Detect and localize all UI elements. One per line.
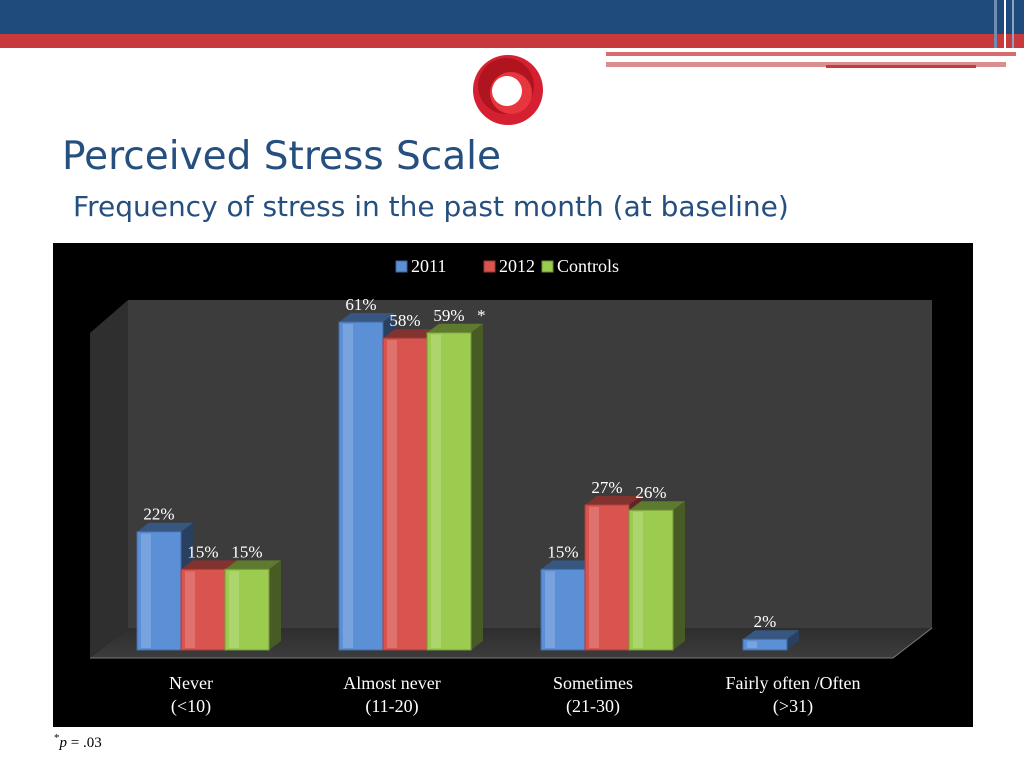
legend-swatch-2012 <box>483 260 496 273</box>
x-tick-label-2: Sometimes <box>553 673 633 693</box>
header-red-line <box>606 52 1016 56</box>
bar-side-Controls-2 <box>673 501 685 650</box>
bar-2012-2 <box>584 504 630 651</box>
bar-highlight-2012-1 <box>387 340 397 648</box>
chart-floor <box>90 628 932 658</box>
header-divider-1 <box>994 0 997 48</box>
legend-label-2011: 2011 <box>411 256 446 276</box>
bar-highlight-Controls-0 <box>229 571 239 648</box>
bar-chart: 22% 61% 15% 2% 15% 58% 27% 15% 59% 26% * 2011 2012 C… <box>90 256 933 717</box>
x-axis-labels: Never (<10) Almost never (11-20) Sometimes (2… <box>169 673 860 717</box>
chart-floor-right-edge <box>892 627 933 659</box>
bar-Controls-2 <box>628 509 674 651</box>
annotation-0: * <box>477 306 486 325</box>
x-tick-sublabel-1: (11-20) <box>365 696 418 717</box>
bar-top-2011-0 <box>137 522 193 532</box>
bar-2011-3 <box>742 638 788 651</box>
chart-side-wall <box>90 300 128 658</box>
bar-side-2011-3 <box>787 630 799 650</box>
header-red-line-2 <box>606 62 1006 67</box>
footnote-symbol: * <box>54 732 60 744</box>
chart-back-wall <box>128 300 932 628</box>
data-label-2012-1: 58% <box>389 311 420 330</box>
data-label-2011-3: 2% <box>754 612 777 631</box>
bar-Controls-1 <box>426 332 472 651</box>
bar-top-2012-1 <box>383 329 439 339</box>
bar-side-Controls-1 <box>471 323 483 650</box>
bar-highlight-Controls-1 <box>431 334 441 648</box>
data-label-2012-0: 15% <box>187 542 218 561</box>
bar-2012-1 <box>382 337 428 651</box>
bar-top-Controls-2 <box>629 501 685 511</box>
x-tick-sublabel-0: (<10) <box>171 696 211 717</box>
bar-Controls-0 <box>224 568 270 651</box>
data-label-2011-1: 61% <box>345 295 376 314</box>
footnote-p: p <box>59 735 68 751</box>
bar-top-2011-3 <box>743 630 799 640</box>
bar-highlight-2012-2 <box>589 506 599 648</box>
page-subtitle: Frequency of stress in the past month (a… <box>73 190 789 223</box>
bar-side-Controls-0 <box>269 560 281 650</box>
legend: 2011 2012 Controls <box>395 256 619 276</box>
bar-highlight-2011-0 <box>141 533 151 648</box>
legend-swatch-2011 <box>395 260 408 273</box>
page-title: Perceived Stress Scale <box>62 134 501 179</box>
logo-icon <box>473 55 543 125</box>
data-label-Controls-1: 59% <box>433 306 464 325</box>
x-tick-label-1: Almost never <box>343 673 440 693</box>
header-blue-bar <box>0 0 1024 34</box>
x-tick-sublabel-3: (>31) <box>773 696 813 717</box>
bar-2012-0 <box>180 568 226 651</box>
bar-highlight-2011-1 <box>343 324 353 648</box>
bar-highlight-2011-2 <box>545 571 555 648</box>
bar-highlight-2011-3 <box>747 641 757 648</box>
bar-highlight-2012-0 <box>185 571 195 648</box>
bar-2011-2 <box>540 568 586 651</box>
footnote: *p = .03 <box>54 732 102 752</box>
bar-top-2011-2 <box>541 560 597 570</box>
x-tick-label-3: Fairly often /Often <box>726 673 861 693</box>
bars-group: 22% 61% 15% 2% 15% 58% 27% 15% 59% 26% * <box>136 295 799 651</box>
bar-top-2011-1 <box>339 313 395 322</box>
data-label-2011-2: 15% <box>547 542 578 561</box>
bar-2011-0 <box>136 531 182 651</box>
legend-swatch-Controls <box>541 260 554 273</box>
bar-top-Controls-1 <box>427 323 483 333</box>
data-label-Controls-0: 15% <box>231 542 262 561</box>
legend-label-2012: 2012 <box>499 256 535 276</box>
header-band <box>0 0 1024 68</box>
x-tick-sublabel-2: (21-30) <box>566 696 620 717</box>
header-divider-3 <box>1012 0 1014 48</box>
bar-highlight-Controls-2 <box>633 512 643 648</box>
bar-top-Controls-0 <box>225 560 281 570</box>
data-label-2012-2: 27% <box>591 478 622 497</box>
chart-container: 22% 61% 15% 2% 15% 58% 27% 15% 59% 26% * 2011 2012 C… <box>53 243 973 727</box>
footnote-text: = .03 <box>67 735 102 751</box>
x-tick-label-0: Never <box>169 673 213 693</box>
header-red-bar <box>0 34 1024 48</box>
header-divider-2 <box>1004 0 1006 48</box>
bar-top-2012-0 <box>181 560 237 570</box>
header-red-line-3 <box>826 65 976 68</box>
bar-top-2012-2 <box>585 495 641 505</box>
data-label-2011-0: 22% <box>143 505 174 524</box>
legend-label-Controls: Controls <box>557 256 619 276</box>
data-label-Controls-2: 26% <box>635 483 666 502</box>
